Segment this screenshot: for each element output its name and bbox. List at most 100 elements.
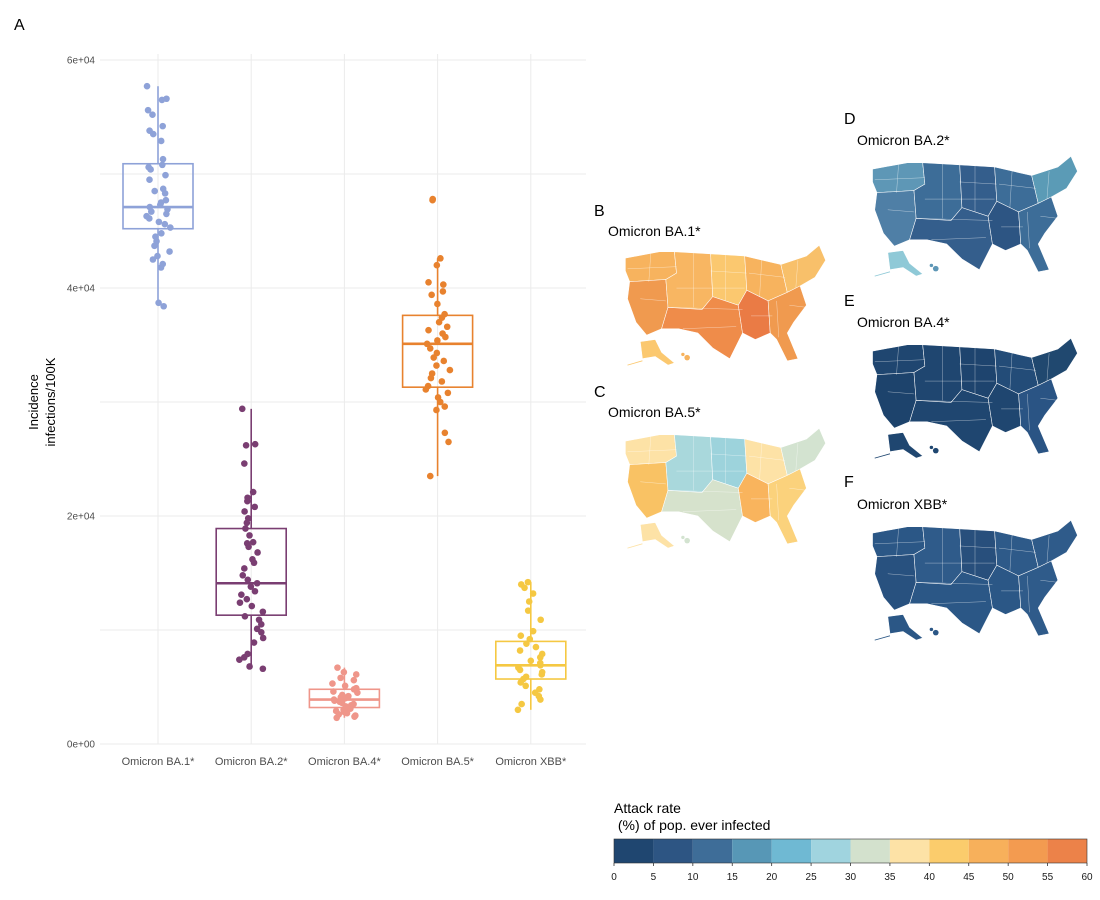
map-region-southeast — [767, 285, 807, 362]
data-point — [524, 578, 532, 586]
map-region-alaska — [887, 250, 924, 277]
map-state-border — [682, 509, 737, 512]
map-region-south — [909, 207, 993, 271]
data-point — [246, 532, 253, 539]
data-point — [440, 281, 447, 288]
data-point — [238, 405, 246, 413]
points — [143, 82, 546, 722]
data-point — [529, 627, 537, 635]
data-point — [242, 442, 250, 449]
x-tick-label: Omicron XBB* — [495, 756, 567, 768]
data-point — [523, 640, 530, 647]
data-point — [537, 616, 544, 624]
map-region-northwest — [872, 162, 926, 193]
data-point — [148, 208, 155, 215]
data-point — [159, 155, 167, 163]
y-tick-label: 6e+04 — [67, 56, 96, 67]
data-point — [435, 318, 443, 326]
map-region-northwest — [625, 434, 677, 465]
legend-tick-label: 30 — [845, 872, 857, 883]
y-tick-label: 4e+04 — [67, 284, 96, 295]
map-state-border — [916, 218, 993, 221]
data-point — [517, 679, 525, 686]
data-point — [337, 674, 344, 682]
data-point — [333, 714, 340, 722]
map-state-border — [896, 344, 899, 375]
legend-tick-label: 55 — [1042, 872, 1054, 883]
us-map-ba2 — [872, 155, 1078, 277]
map-state-border — [710, 270, 747, 274]
legend-title-line1: Attack rate — [614, 800, 681, 816]
map-alaska-islands — [627, 360, 643, 366]
data-point — [155, 299, 162, 307]
map-region-hawaii — [681, 352, 685, 357]
map-state-border — [759, 443, 762, 480]
data-point — [243, 595, 251, 603]
legend-ticks: 0 5 10 15 20 25 30 35 40 45 50 55 60 — [611, 863, 1093, 883]
data-point — [147, 166, 154, 173]
map-state-border — [1040, 580, 1058, 583]
data-point — [253, 579, 261, 587]
map-alaska-islands — [874, 271, 891, 277]
data-point — [157, 264, 165, 271]
map-state-border — [1046, 353, 1050, 382]
data-point — [352, 671, 360, 678]
map-state-border — [640, 298, 666, 302]
panel-label-a: A — [14, 17, 25, 34]
legend-swatch — [614, 839, 654, 863]
x-tick-label: Omicron BA.4* — [308, 756, 381, 768]
map-state-border — [1009, 353, 1013, 390]
map-region-hawaii — [932, 629, 939, 636]
data-point — [433, 406, 440, 414]
us-map-ba4 — [872, 337, 1078, 459]
legend-tick-label: 15 — [727, 872, 739, 883]
x-axis-ticks: Omicron BA.1* Omicron BA.2* Omicron BA.4* O… — [122, 756, 567, 768]
legend-tick-label: 35 — [884, 872, 896, 883]
data-point — [251, 440, 259, 448]
map-region-northeast — [1031, 337, 1078, 386]
map-state-border — [896, 162, 899, 193]
map-state-border — [887, 209, 914, 213]
map-region-northwest — [872, 344, 926, 375]
map-alaska-islands — [874, 453, 891, 459]
map-region-hawaii — [684, 354, 690, 361]
data-point — [341, 682, 349, 690]
map-state-border — [931, 419, 986, 422]
data-point — [257, 621, 265, 628]
data-point — [524, 607, 532, 614]
data-point — [425, 326, 432, 334]
map-region-alaska — [640, 339, 675, 366]
data-point — [350, 676, 358, 684]
data-point — [163, 210, 170, 218]
map-region-hawaii — [929, 263, 934, 268]
data-point — [532, 643, 540, 651]
map-state-border — [887, 391, 914, 395]
data-point — [514, 706, 522, 714]
box — [215, 527, 287, 616]
map-region-hawaii — [932, 447, 939, 454]
map-state-border — [998, 547, 1037, 553]
map-state-border — [789, 488, 807, 491]
data-point — [151, 242, 158, 250]
data-point — [154, 252, 161, 260]
data-point — [156, 201, 164, 209]
data-point — [259, 665, 267, 673]
data-point — [354, 689, 361, 696]
legend-tick-label: 5 — [651, 872, 657, 883]
map-state-border — [648, 251, 652, 282]
legend-tick-label: 45 — [963, 872, 975, 883]
data-point — [443, 323, 451, 331]
legend-swatch — [653, 839, 693, 863]
map-state-border — [874, 541, 925, 545]
data-point — [434, 300, 441, 308]
map-state-border — [874, 359, 925, 363]
map-state-border — [627, 266, 677, 270]
data-point — [242, 525, 249, 532]
map-state-border — [1027, 575, 1030, 613]
map-region-northeast — [1031, 519, 1078, 568]
data-point — [529, 590, 537, 597]
data-point — [149, 130, 157, 138]
data-point — [429, 196, 436, 204]
legend-tick-label: 0 — [611, 872, 617, 883]
map-state-border — [874, 177, 925, 181]
